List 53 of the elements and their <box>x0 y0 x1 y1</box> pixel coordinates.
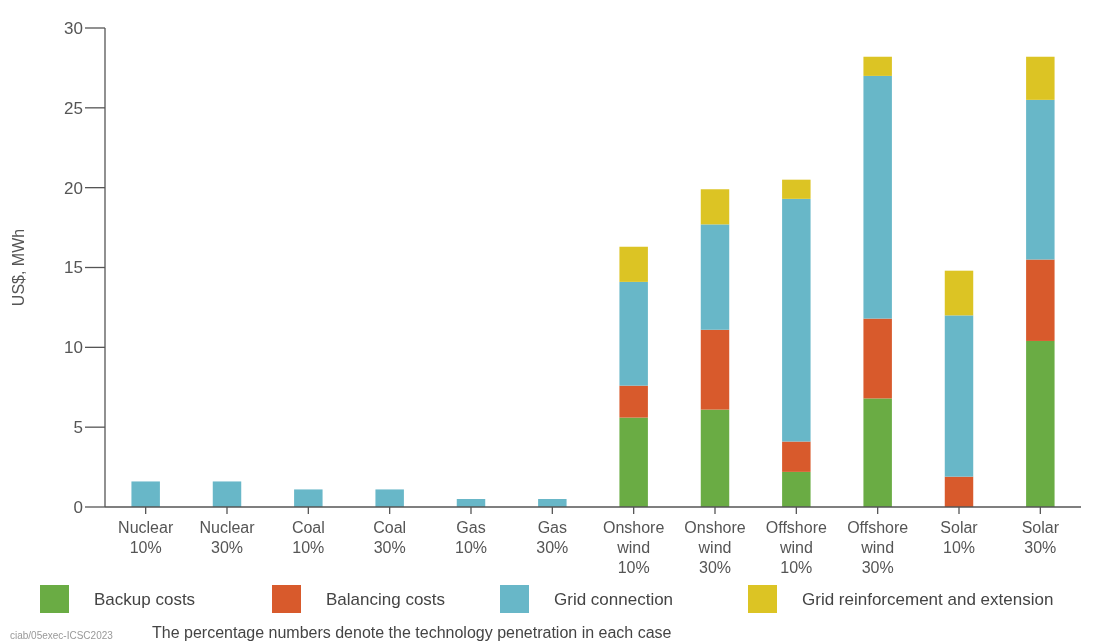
bar <box>1026 99 1055 260</box>
bar <box>782 179 811 199</box>
legend-label: Backup costs <box>94 589 196 609</box>
bar <box>782 198 811 442</box>
text: The percentage numbers denote the technology penetration in each case <box>152 624 672 641</box>
bar <box>944 270 974 316</box>
bar <box>782 441 811 472</box>
bar <box>782 471 811 507</box>
y-tick-label: 10 <box>64 338 83 358</box>
bar <box>619 246 648 282</box>
x-tick-label: Onshore wind 30% <box>684 519 746 576</box>
x-tick-label: Solar 10% <box>940 519 979 556</box>
bar <box>1026 56 1055 100</box>
bar <box>863 56 892 76</box>
x-tick-label: Gas 10% <box>454 519 488 556</box>
y-axis-title: US$, MWh <box>10 228 27 307</box>
bar <box>863 398 892 507</box>
bar <box>619 417 648 507</box>
y-tick-label: 15 <box>64 258 83 278</box>
bar <box>944 315 974 477</box>
x-tick-label: Nuclear 30% <box>199 519 256 556</box>
legend-label: Balancing costs <box>326 589 446 609</box>
bar <box>863 318 892 399</box>
legend-label: Grid connection <box>554 589 674 609</box>
x-tick-label: Coal 10% <box>291 519 325 556</box>
x-tick-label: Onshore wind 10% <box>602 519 665 576</box>
text: ciab/05exec-ICSC2023 <box>10 630 114 641</box>
bar <box>700 409 730 507</box>
y-tick-label: 20 <box>64 178 83 198</box>
x-tick-label: Solar 30% <box>1021 519 1060 556</box>
y-tick-label: 25 <box>64 98 83 118</box>
bar <box>375 489 404 507</box>
x-tick-label: Nuclear 10% <box>118 519 174 556</box>
bar <box>294 489 323 507</box>
bar <box>131 481 160 507</box>
y-tick-label: 5 <box>73 418 83 438</box>
bar <box>1026 259 1055 341</box>
x-tick-label: Gas 30% <box>536 519 569 556</box>
bar <box>700 189 730 225</box>
x-tick-label: Offshore wind 30% <box>847 519 909 576</box>
y-tick-label: 0 <box>73 497 83 517</box>
bar <box>619 385 648 418</box>
x-tick-label: Offshore wind 10% <box>765 519 827 576</box>
bar <box>863 75 892 319</box>
bar <box>619 281 648 386</box>
bar <box>944 476 974 507</box>
x-tick-label: Coal 30% <box>373 519 407 556</box>
legend-label: Grid reinforcement and extension <box>802 589 1054 609</box>
bar <box>1026 340 1055 507</box>
y-tick-label: 30 <box>64 18 83 38</box>
bar <box>212 481 242 507</box>
bar <box>700 224 730 330</box>
bar <box>700 329 730 410</box>
